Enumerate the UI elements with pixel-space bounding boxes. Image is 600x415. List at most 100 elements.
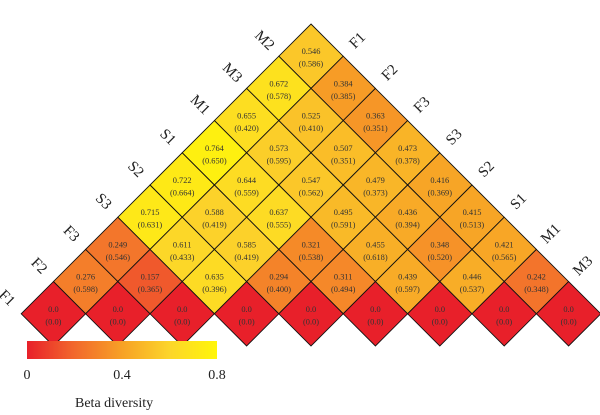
cell-value-paren: (0.410)	[299, 124, 324, 133]
cell-value: 0.446	[463, 273, 482, 282]
heatmap-cells: 0.546 (0.586) 0.672 (0.578) 0.384 (0.385) 0.65…	[20, 23, 600, 347]
cell-value: 0.249	[108, 240, 127, 249]
cell-value-paren: (0.365)	[138, 285, 163, 294]
cell-value-paren: (0.591)	[331, 221, 356, 230]
cell-value: 0.0	[113, 305, 123, 314]
cell-value: 0.644	[237, 176, 257, 185]
heatmap-cell-diamond	[406, 280, 473, 347]
cell-value: 0.311	[334, 273, 353, 282]
cell-value-paren: (0.562)	[299, 189, 324, 198]
cell-value: 0.588	[205, 208, 224, 217]
cell-value-paren: (0.565)	[492, 253, 517, 262]
cell-value-paren: (0.520)	[428, 253, 453, 262]
cell-value: 0.455	[366, 240, 385, 249]
left-axis-label: M2	[251, 28, 277, 54]
cell-value: 0.294	[269, 273, 289, 282]
cell-value-paren: (0.0)	[432, 317, 448, 326]
cell-value-paren: (0.595)	[267, 156, 292, 165]
colorbar-tick-label: 0	[24, 368, 31, 383]
cell-value-paren: (0.0)	[561, 317, 577, 326]
cell-value-paren: (0.555)	[267, 221, 292, 230]
colorbar-title: Beta diversity	[75, 396, 153, 411]
right-axis-label: S1	[508, 191, 531, 214]
cell-value-paren: (0.419)	[202, 221, 227, 230]
cell-value: 0.637	[269, 208, 288, 217]
cell-value-paren: (0.513)	[460, 221, 485, 230]
cell-value-paren: (0.0)	[367, 317, 383, 326]
heatmap-cell: 0.0 (0.0)	[406, 280, 473, 347]
cell-value: 0.672	[269, 79, 288, 88]
cell-value: 0.321	[302, 240, 321, 249]
heatmap-cell-diamond	[342, 280, 409, 347]
left-axis-label: F3	[60, 223, 83, 246]
cell-value-paren: (0.394)	[395, 221, 420, 230]
cell-value: 0.722	[173, 176, 192, 185]
heatmap-cell-diamond	[471, 280, 538, 347]
cell-value-paren: (0.664)	[170, 189, 195, 198]
cell-value-paren: (0.433)	[170, 253, 195, 262]
right-axis-label: S2	[475, 158, 498, 181]
cell-value: 0.439	[398, 273, 417, 282]
cell-value-paren: (0.419)	[234, 253, 259, 262]
left-axis-label: S3	[92, 191, 115, 214]
cell-value: 0.0	[563, 305, 573, 314]
cell-value-paren: (0.348)	[524, 285, 549, 294]
cell-value: 0.473	[398, 144, 417, 153]
cell-value: 0.415	[463, 208, 482, 217]
colorbar-gradient	[27, 341, 217, 359]
cell-value: 0.416	[430, 176, 449, 185]
cell-value: 0.384	[334, 79, 354, 88]
cell-value-paren: (0.400)	[267, 285, 292, 294]
cell-value: 0.479	[366, 176, 385, 185]
cell-value-paren: (0.373)	[363, 189, 388, 198]
cell-value: 0.635	[205, 273, 224, 282]
cell-value-paren: (0.597)	[395, 285, 420, 294]
cell-value-paren: (0.618)	[363, 253, 388, 262]
heatmap-cell-diamond	[213, 280, 280, 347]
cell-value: 0.525	[302, 112, 321, 121]
cell-value: 0.495	[334, 208, 353, 217]
heatmap-cell-diamond	[535, 280, 600, 347]
heatmap-cell: 0.0 (0.0)	[342, 280, 409, 347]
right-axis-label: M3	[570, 253, 596, 279]
cell-value: 0.421	[495, 240, 514, 249]
cell-value-paren: (0.546)	[106, 253, 131, 262]
cell-value-paren: (0.396)	[202, 285, 227, 294]
cell-value-paren: (0.0)	[174, 317, 190, 326]
colorbar-tick-label: 0.4	[113, 368, 131, 383]
cell-value-paren: (0.0)	[110, 317, 126, 326]
cell-value: 0.0	[48, 305, 58, 314]
cell-value-paren: (0.559)	[234, 189, 259, 198]
left-axis-label: M1	[187, 92, 213, 118]
cell-value: 0.0	[306, 305, 316, 314]
cell-value-paren: (0.650)	[202, 156, 227, 165]
cell-value: 0.547	[302, 176, 321, 185]
heatmap-cell: 0.0 (0.0)	[278, 280, 344, 347]
cell-value: 0.363	[366, 112, 385, 121]
cell-value: 0.157	[141, 273, 160, 282]
cell-value-paren: (0.420)	[234, 124, 259, 133]
cell-value: 0.764	[205, 144, 225, 153]
cell-value-paren: (0.0)	[303, 317, 319, 326]
heatmap-cell: 0.0 (0.0)	[213, 280, 280, 347]
heatmap-cell: 0.0 (0.0)	[535, 280, 600, 347]
right-axis-label: F3	[411, 94, 434, 117]
cell-value-paren: (0.369)	[428, 189, 453, 198]
colorbar: 0 0.4 0.8 Beta diversity	[24, 341, 226, 411]
right-axis-label: S3	[443, 126, 466, 149]
cell-value: 0.573	[269, 144, 288, 153]
left-axis-label: M3	[219, 60, 245, 86]
left-axis-label: F1	[0, 287, 18, 310]
right-axis-label: M1	[538, 221, 564, 247]
cell-value: 0.507	[334, 144, 353, 153]
left-axis-label: S1	[156, 126, 179, 149]
cell-value: 0.348	[430, 240, 449, 249]
cell-value: 0.655	[237, 112, 256, 121]
cell-value-paren: (0.586)	[299, 60, 324, 69]
heatmap-cell-diamond	[278, 280, 344, 347]
cell-value: 0.585	[237, 240, 256, 249]
cell-value: 0.242	[527, 273, 546, 282]
cell-value: 0.436	[398, 208, 417, 217]
